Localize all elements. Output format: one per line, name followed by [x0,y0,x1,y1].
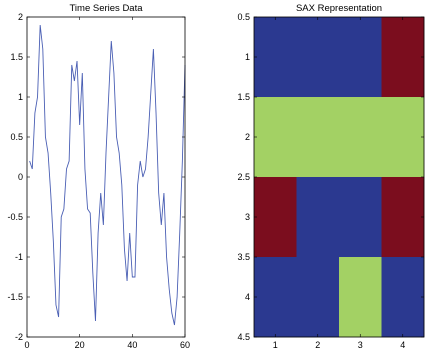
sax-cell [339,97,382,177]
time-series-title: Time Series Data [69,3,143,14]
y-tick-label: 2 [245,132,250,142]
y-tick-label: -1 [15,252,23,262]
y-tick-label: 2.5 [237,172,250,182]
y-tick-label: 1.5 [10,52,23,62]
x-tick-label: 4 [400,340,405,350]
y-tick-label: -2 [15,332,23,342]
time-series-ticks: 0 20 40 60 2 1.5 1 0.5 0 -0.5 -1 -1.5 -2 [7,12,190,350]
y-tick-label: -1.5 [7,292,23,302]
y-tick-label: 1 [245,52,250,62]
sax-cell [382,177,425,257]
y-tick-label: 2 [18,12,23,22]
y-tick-label: 0.5 [10,132,23,142]
time-series-line [30,25,185,325]
sax-cell [339,257,382,337]
y-tick-label: 4.5 [237,332,250,342]
sax-cell [254,177,297,257]
time-series-panel: Time Series Data 0 20 40 60 2 1.5 1 0.5 0 -0.5 -1 -… [7,3,190,350]
y-tick-label: 1 [18,92,23,102]
x-tick-label: 2 [315,340,320,350]
sax-cell [297,177,340,257]
sax-cells [254,17,424,337]
sax-cell [339,17,382,97]
sax-title: SAX Representation [296,3,382,14]
sax-cell [254,257,297,337]
time-series-axes-box [27,17,185,337]
x-tick-label: 3 [358,340,363,350]
y-tick-label: 3.5 [237,252,250,262]
sax-panel: SAX Representation 1 2 3 4 0.5 1 1.5 2 2.5 3 3.5 4 4… [237,3,424,350]
sax-cell [254,97,297,177]
y-tick-label: 0 [18,172,23,182]
time-series-marks [30,25,185,325]
sax-cell [254,17,297,97]
sax-cell [297,257,340,337]
x-tick-label: 40 [127,340,137,350]
y-tick-label: 3 [245,212,250,222]
x-tick-label: 1 [273,340,278,350]
y-tick-label: 0.5 [237,12,250,22]
x-tick-label: 60 [180,340,190,350]
x-tick-label: 20 [75,340,85,350]
sax-cell [382,97,425,177]
y-tick-label: -0.5 [7,212,23,222]
sax-cell [382,257,425,337]
x-tick-label: 0 [24,340,29,350]
sax-cell [382,17,425,97]
y-tick-label: 4 [245,292,250,302]
sax-cell [297,97,340,177]
y-tick-label: 1.5 [237,92,250,102]
sax-cell [297,17,340,97]
sax-cell [339,177,382,257]
